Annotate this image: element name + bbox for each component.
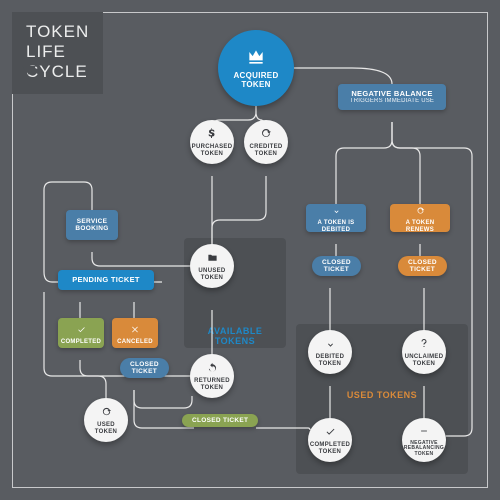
pill-neg_balance-label: NEGATIVE BALANCE (351, 90, 432, 98)
refresh-icon (260, 126, 272, 144)
pill-completed-label: COMPLETED (61, 339, 101, 346)
x-icon (131, 321, 140, 339)
chip-closed3-label: CLOSEDTICKET (408, 259, 437, 273)
node-used: USEDTOKEN (84, 398, 128, 442)
node-debited: DEBITEDTOKEN (308, 330, 352, 374)
refresh-icon (101, 404, 112, 422)
chip-closed4-label: CLOSED TICKET (192, 417, 248, 424)
node-returned: RETURNEDTOKEN (190, 354, 234, 398)
pill-canceled: CANCELED (112, 318, 158, 348)
node-compl_tok-label: COMPLETEDTOKEN (310, 442, 350, 455)
crown-icon (246, 47, 266, 72)
node-purchased-label: PURCHASEDTOKEN (192, 144, 233, 157)
pill-tok_debited-label: A TOKEN ISDEBITED (317, 220, 354, 233)
dollar-icon (206, 126, 218, 144)
chip-closed4: CLOSED TICKET (182, 414, 258, 427)
chip-closed1: CLOSEDTICKET (120, 358, 169, 378)
node-purchased: PURCHASEDTOKEN (190, 120, 234, 164)
pill-tok_renews-label: A TOKENRENEWS (406, 220, 435, 233)
node-unclaimed-label: UNCLAIMEDTOKEN (405, 354, 444, 367)
title-tail (22, 66, 36, 75)
node-unclaimed: UNCLAIMEDTOKEN (402, 330, 446, 374)
node-credited: CREDITEDTOKEN (244, 120, 288, 164)
pill-svc_booking: SERVICEBOOKING (66, 210, 118, 240)
chip-closed3: CLOSEDTICKET (398, 256, 447, 276)
check-icon (325, 424, 336, 442)
pill-pending-label: PENDING TICKET (72, 276, 140, 284)
title-line-2: LIFE (26, 42, 89, 62)
title-line-1: TOKEN (26, 22, 89, 42)
chip-closed2: CLOSEDTICKET (312, 256, 361, 276)
pill-completed: COMPLETED (58, 318, 104, 348)
down-icon (332, 202, 341, 220)
pill-pending: PENDING TICKET (58, 270, 154, 290)
pill-tok_debited: A TOKEN ISDEBITED (306, 204, 366, 232)
folder-icon (207, 250, 218, 268)
chip-closed2-label: CLOSEDTICKET (322, 259, 351, 273)
panel-used-label: USED TOKENS (296, 390, 468, 400)
node-returned-label: RETURNEDTOKEN (194, 378, 230, 391)
undo-icon (207, 360, 218, 378)
node-neg_rebal-label: NEGATIVEREBALANCINGTOKEN (404, 441, 444, 458)
node-acquired-label: ACQUIREDTOKEN (233, 72, 278, 90)
node-compl_tok: COMPLETEDTOKEN (308, 418, 352, 462)
minus-icon (419, 423, 429, 441)
node-neg_rebal: NEGATIVEREBALANCINGTOKEN (402, 418, 446, 462)
pill-neg_balance: NEGATIVE BALANCETRIGGERS IMMEDIATE USE (338, 84, 446, 110)
node-used-label: USEDTOKEN (95, 422, 117, 435)
chip-closed1-label: CLOSEDTICKET (130, 361, 159, 375)
node-unused: UNUSEDTOKEN (190, 244, 234, 288)
pill-svc_booking-label: SERVICEBOOKING (75, 218, 108, 232)
diagram-title: TOKEN LIFE CYCLE (12, 12, 103, 94)
node-debited-label: DEBITEDTOKEN (316, 354, 344, 367)
down-icon (325, 336, 336, 354)
refresh-icon (416, 202, 425, 220)
pill-neg_balance-sub: TRIGGERS IMMEDIATE USE (350, 98, 434, 104)
pill-canceled-label: CANCELED (117, 339, 153, 346)
check-icon (77, 321, 86, 339)
pill-tok_renews: A TOKENRENEWS (390, 204, 450, 232)
panel-available-label: AVAILABLETOKENS (184, 326, 286, 346)
node-credited-label: CREDITEDTOKEN (249, 144, 282, 157)
node-unused-label: UNUSEDTOKEN (198, 268, 225, 281)
node-acquired: ACQUIREDTOKEN (218, 30, 294, 106)
question-icon (418, 336, 430, 354)
